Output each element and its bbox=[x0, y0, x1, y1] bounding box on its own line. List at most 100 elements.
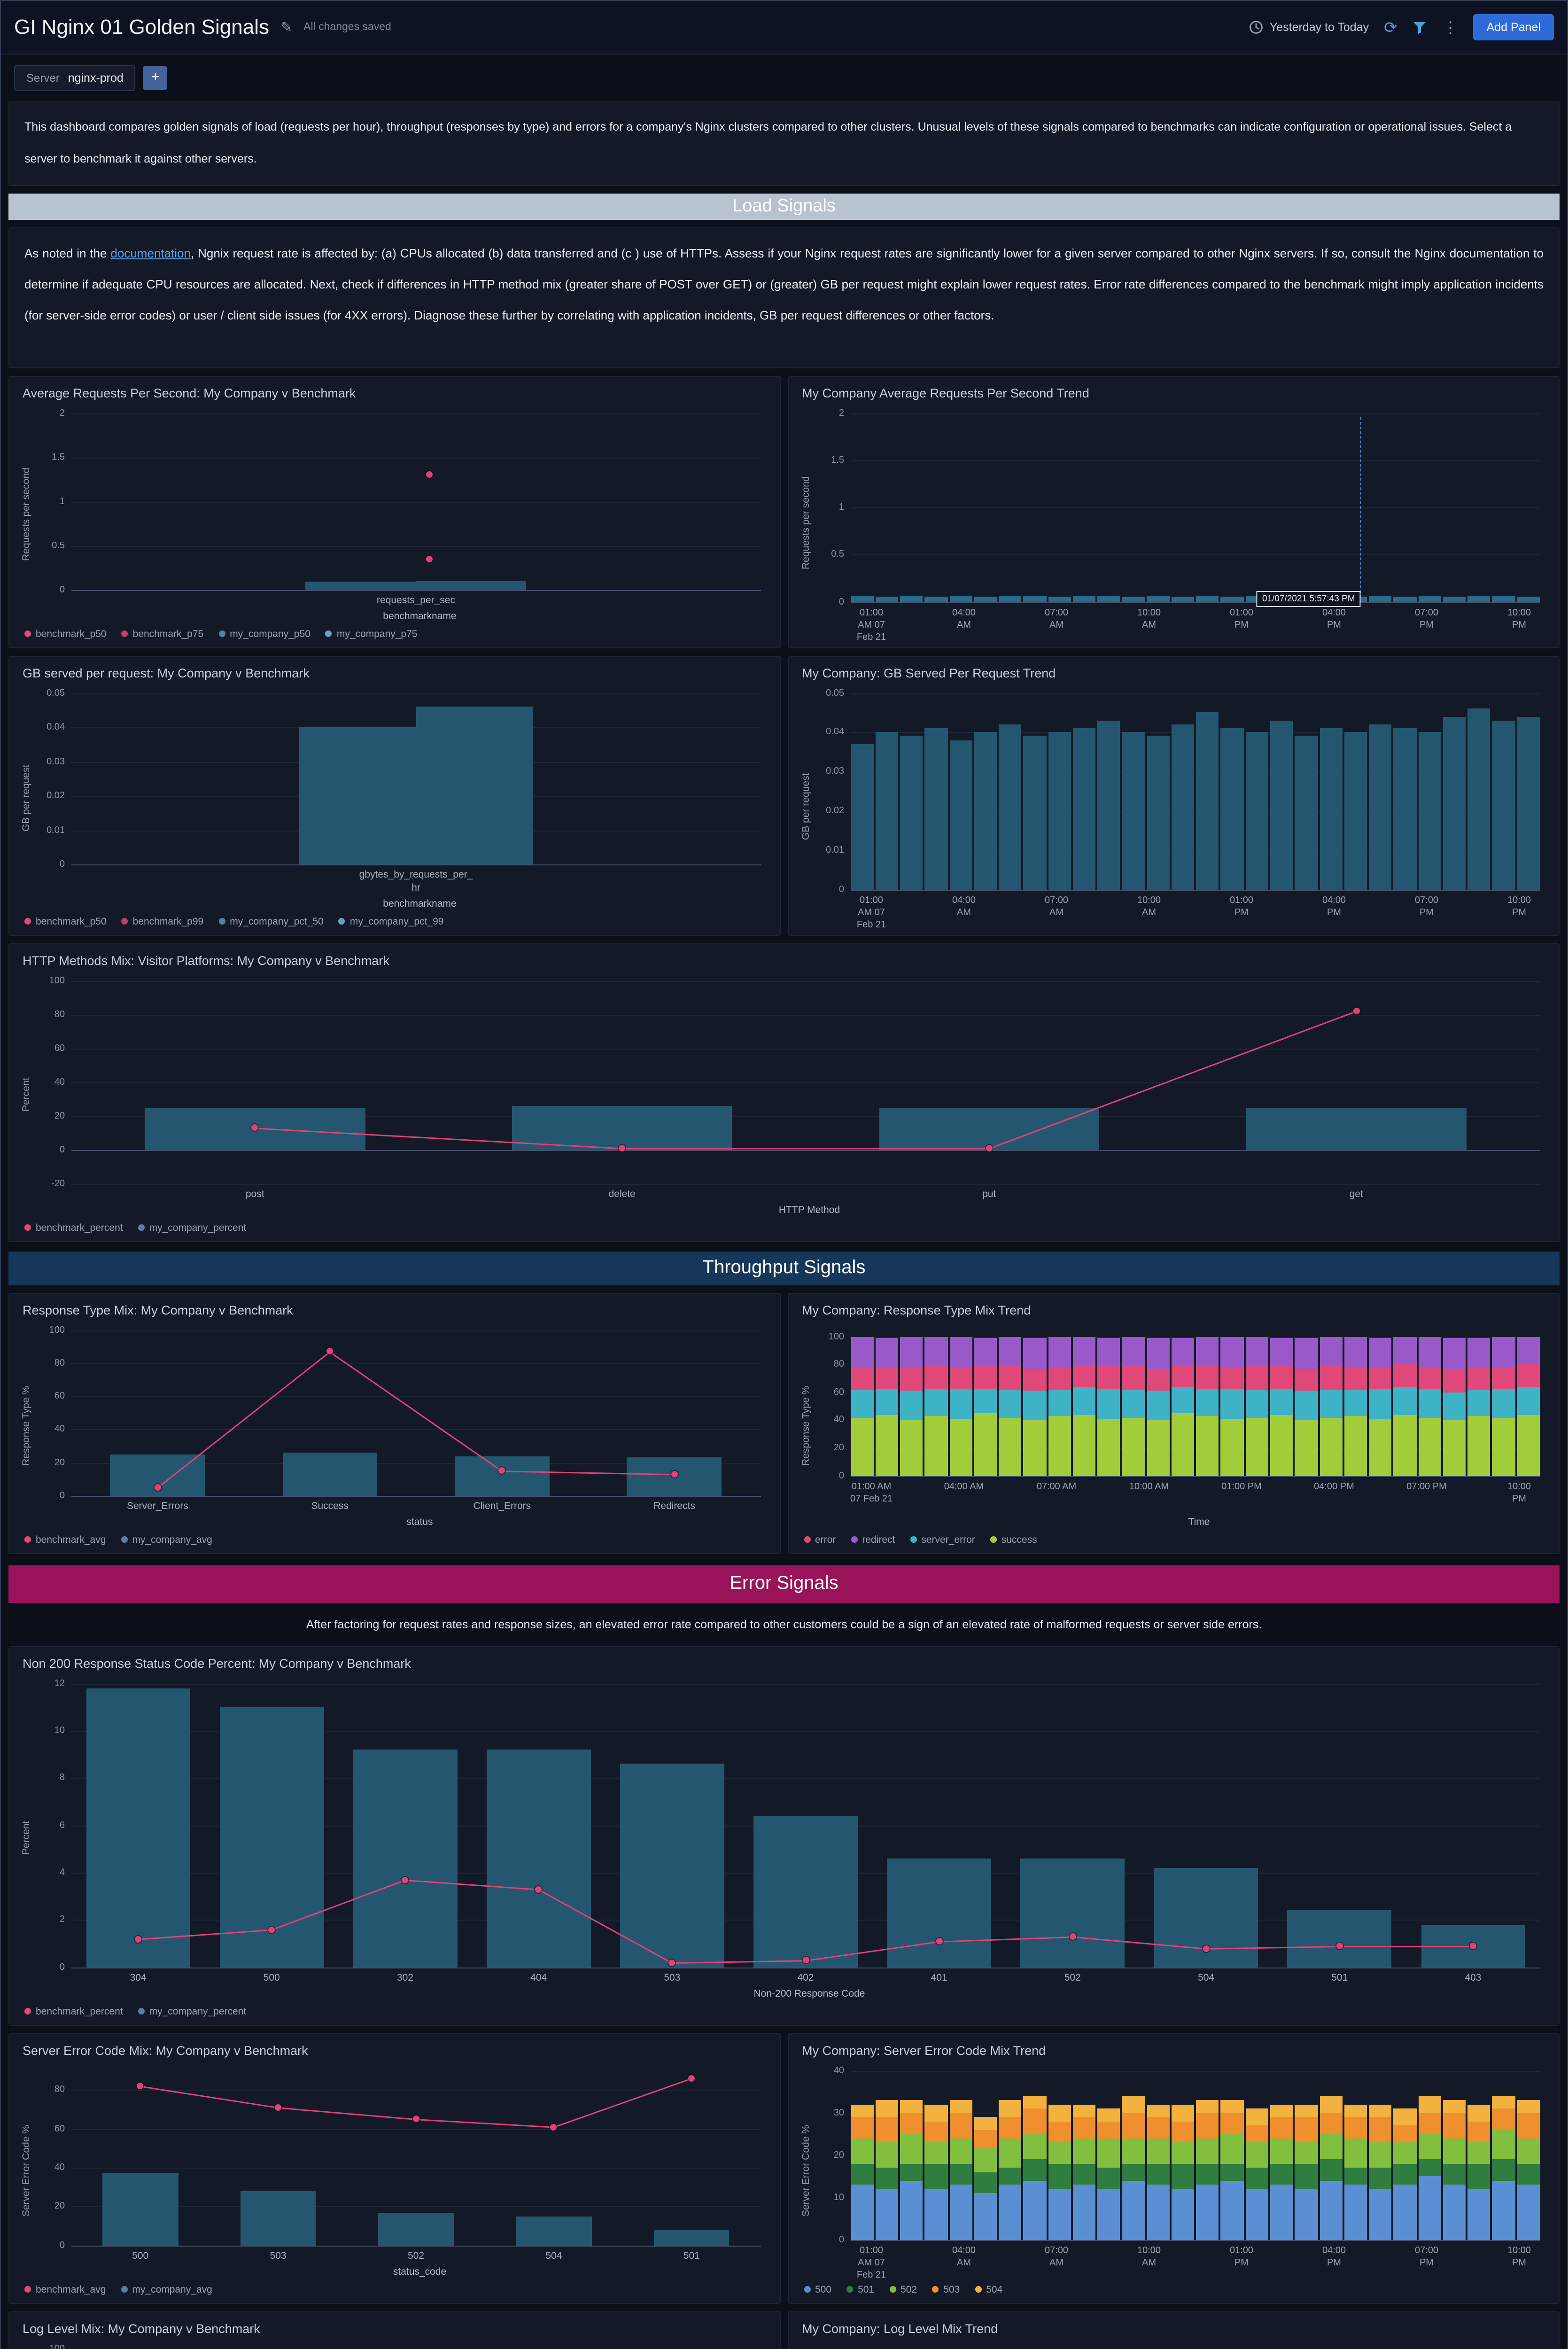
legend-item[interactable]: 500 bbox=[804, 2284, 831, 2295]
time-bar[interactable] bbox=[1196, 1330, 1219, 1476]
legend-item[interactable]: my_company_p50 bbox=[218, 628, 310, 639]
time-bar[interactable] bbox=[1517, 1330, 1540, 1476]
time-bar[interactable] bbox=[924, 2070, 948, 2240]
time-bar[interactable] bbox=[1393, 2070, 1417, 2240]
time-bar[interactable] bbox=[1295, 1330, 1318, 1476]
legend-item[interactable]: server_error bbox=[910, 1534, 975, 1545]
legend-item[interactable]: 502 bbox=[889, 2284, 917, 2295]
time-bar[interactable] bbox=[1393, 693, 1417, 889]
time-bar[interactable] bbox=[851, 2070, 874, 2240]
time-bar[interactable] bbox=[1171, 1330, 1195, 1476]
benchmark-point[interactable] bbox=[426, 471, 433, 478]
time-bar[interactable] bbox=[949, 1330, 972, 1476]
time-bar[interactable] bbox=[1072, 1330, 1096, 1476]
bar[interactable] bbox=[753, 1816, 858, 1968]
bar[interactable] bbox=[102, 2173, 179, 2246]
time-bar[interactable] bbox=[1443, 1330, 1466, 1476]
line-point[interactable] bbox=[619, 1144, 626, 1151]
time-bar[interactable] bbox=[1295, 413, 1318, 602]
time-bar[interactable] bbox=[1048, 693, 1071, 889]
time-bar[interactable] bbox=[1369, 413, 1392, 602]
line-point[interactable] bbox=[550, 2123, 557, 2131]
time-bar[interactable] bbox=[1048, 1330, 1071, 1476]
bar[interactable] bbox=[305, 582, 416, 590]
time-bar[interactable] bbox=[1492, 693, 1515, 889]
time-bar[interactable] bbox=[1467, 1330, 1490, 1476]
bar[interactable] bbox=[416, 707, 533, 865]
time-bar[interactable] bbox=[924, 693, 948, 889]
time-bar[interactable] bbox=[1072, 413, 1096, 602]
legend-item[interactable]: success bbox=[990, 1534, 1037, 1545]
line-point[interactable] bbox=[1469, 1943, 1476, 1950]
time-bar[interactable] bbox=[1171, 693, 1195, 889]
bar[interactable] bbox=[1246, 1107, 1467, 1150]
time-bar[interactable] bbox=[1072, 693, 1096, 889]
time-bar[interactable] bbox=[1467, 693, 1490, 889]
bar[interactable] bbox=[353, 1750, 458, 1968]
line-point[interactable] bbox=[1069, 1933, 1076, 1940]
time-bar[interactable] bbox=[1147, 693, 1170, 889]
time-bar[interactable] bbox=[1245, 693, 1269, 889]
time-bar[interactable] bbox=[1517, 413, 1540, 602]
time-bar[interactable] bbox=[1245, 413, 1269, 602]
time-bar[interactable] bbox=[1492, 2070, 1515, 2240]
time-bar[interactable] bbox=[1517, 693, 1540, 889]
time-bar[interactable] bbox=[1344, 1330, 1367, 1476]
bar[interactable] bbox=[620, 1764, 724, 1968]
time-bar[interactable] bbox=[900, 413, 923, 602]
bar[interactable] bbox=[219, 1707, 324, 1968]
time-bar[interactable] bbox=[1220, 413, 1244, 602]
legend-item[interactable]: 503 bbox=[932, 2284, 960, 2295]
line-point[interactable] bbox=[154, 1484, 161, 1491]
add-variable-button[interactable]: + bbox=[143, 66, 168, 90]
time-bar[interactable] bbox=[1320, 693, 1343, 889]
time-bar[interactable] bbox=[1320, 2070, 1343, 2240]
time-bar[interactable] bbox=[1147, 2070, 1170, 2240]
time-bar[interactable] bbox=[1320, 413, 1343, 602]
line-point[interactable] bbox=[1203, 1945, 1210, 1952]
time-bar[interactable] bbox=[1418, 413, 1441, 602]
bar[interactable] bbox=[879, 1107, 1100, 1150]
time-bar[interactable] bbox=[1122, 2070, 1145, 2240]
time-bar[interactable] bbox=[1418, 1330, 1441, 1476]
server-variable-select[interactable]: Server nginx-prod bbox=[14, 65, 136, 91]
time-bar[interactable] bbox=[949, 413, 972, 602]
time-bar[interactable] bbox=[900, 693, 923, 889]
line-point[interactable] bbox=[535, 1886, 542, 1893]
benchmark-point[interactable] bbox=[426, 555, 433, 562]
time-bar[interactable] bbox=[1147, 1330, 1170, 1476]
time-bar[interactable] bbox=[1196, 693, 1219, 889]
bar[interactable] bbox=[282, 1453, 377, 1496]
legend-item[interactable]: benchmark_avg bbox=[24, 2284, 106, 2295]
edit-icon[interactable]: ✎ bbox=[280, 20, 293, 36]
time-bar[interactable] bbox=[1492, 1330, 1515, 1476]
time-bar[interactable] bbox=[1122, 693, 1145, 889]
time-bar[interactable] bbox=[1220, 2070, 1244, 2240]
documentation-link[interactable]: documentation bbox=[110, 246, 191, 260]
time-bar[interactable] bbox=[1122, 1330, 1145, 1476]
line-point[interactable] bbox=[498, 1467, 505, 1474]
time-bar[interactable] bbox=[851, 693, 874, 889]
time-bar[interactable] bbox=[851, 1330, 874, 1476]
time-bar[interactable] bbox=[1097, 2070, 1120, 2240]
time-bar[interactable] bbox=[1220, 693, 1244, 889]
line-point[interactable] bbox=[135, 1936, 142, 1943]
legend-item[interactable]: 501 bbox=[846, 2284, 874, 2295]
time-bar[interactable] bbox=[900, 1330, 923, 1476]
time-bar[interactable] bbox=[1418, 2070, 1441, 2240]
time-bar[interactable] bbox=[974, 693, 997, 889]
time-bar[interactable] bbox=[1048, 2070, 1071, 2240]
legend-item[interactable]: benchmark_percent bbox=[24, 2006, 123, 2017]
time-bar[interactable] bbox=[1270, 413, 1293, 602]
time-bar[interactable] bbox=[999, 693, 1022, 889]
time-bar[interactable] bbox=[1320, 1330, 1343, 1476]
time-bar[interactable] bbox=[875, 413, 899, 602]
refresh-icon[interactable]: ⟳ bbox=[1384, 18, 1397, 36]
time-bar[interactable] bbox=[1072, 2070, 1096, 2240]
time-bar[interactable] bbox=[949, 2070, 972, 2240]
time-bar[interactable] bbox=[949, 693, 972, 889]
filter-icon[interactable] bbox=[1413, 20, 1428, 35]
legend-item[interactable]: my_company_p75 bbox=[325, 628, 418, 639]
time-bar[interactable] bbox=[1023, 2070, 1047, 2240]
line-point[interactable] bbox=[936, 1938, 943, 1945]
